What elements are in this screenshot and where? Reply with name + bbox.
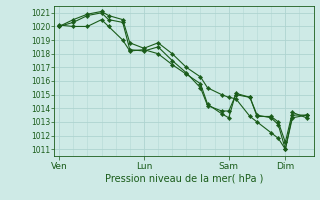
X-axis label: Pression niveau de la mer( hPa ): Pression niveau de la mer( hPa ): [105, 173, 263, 183]
